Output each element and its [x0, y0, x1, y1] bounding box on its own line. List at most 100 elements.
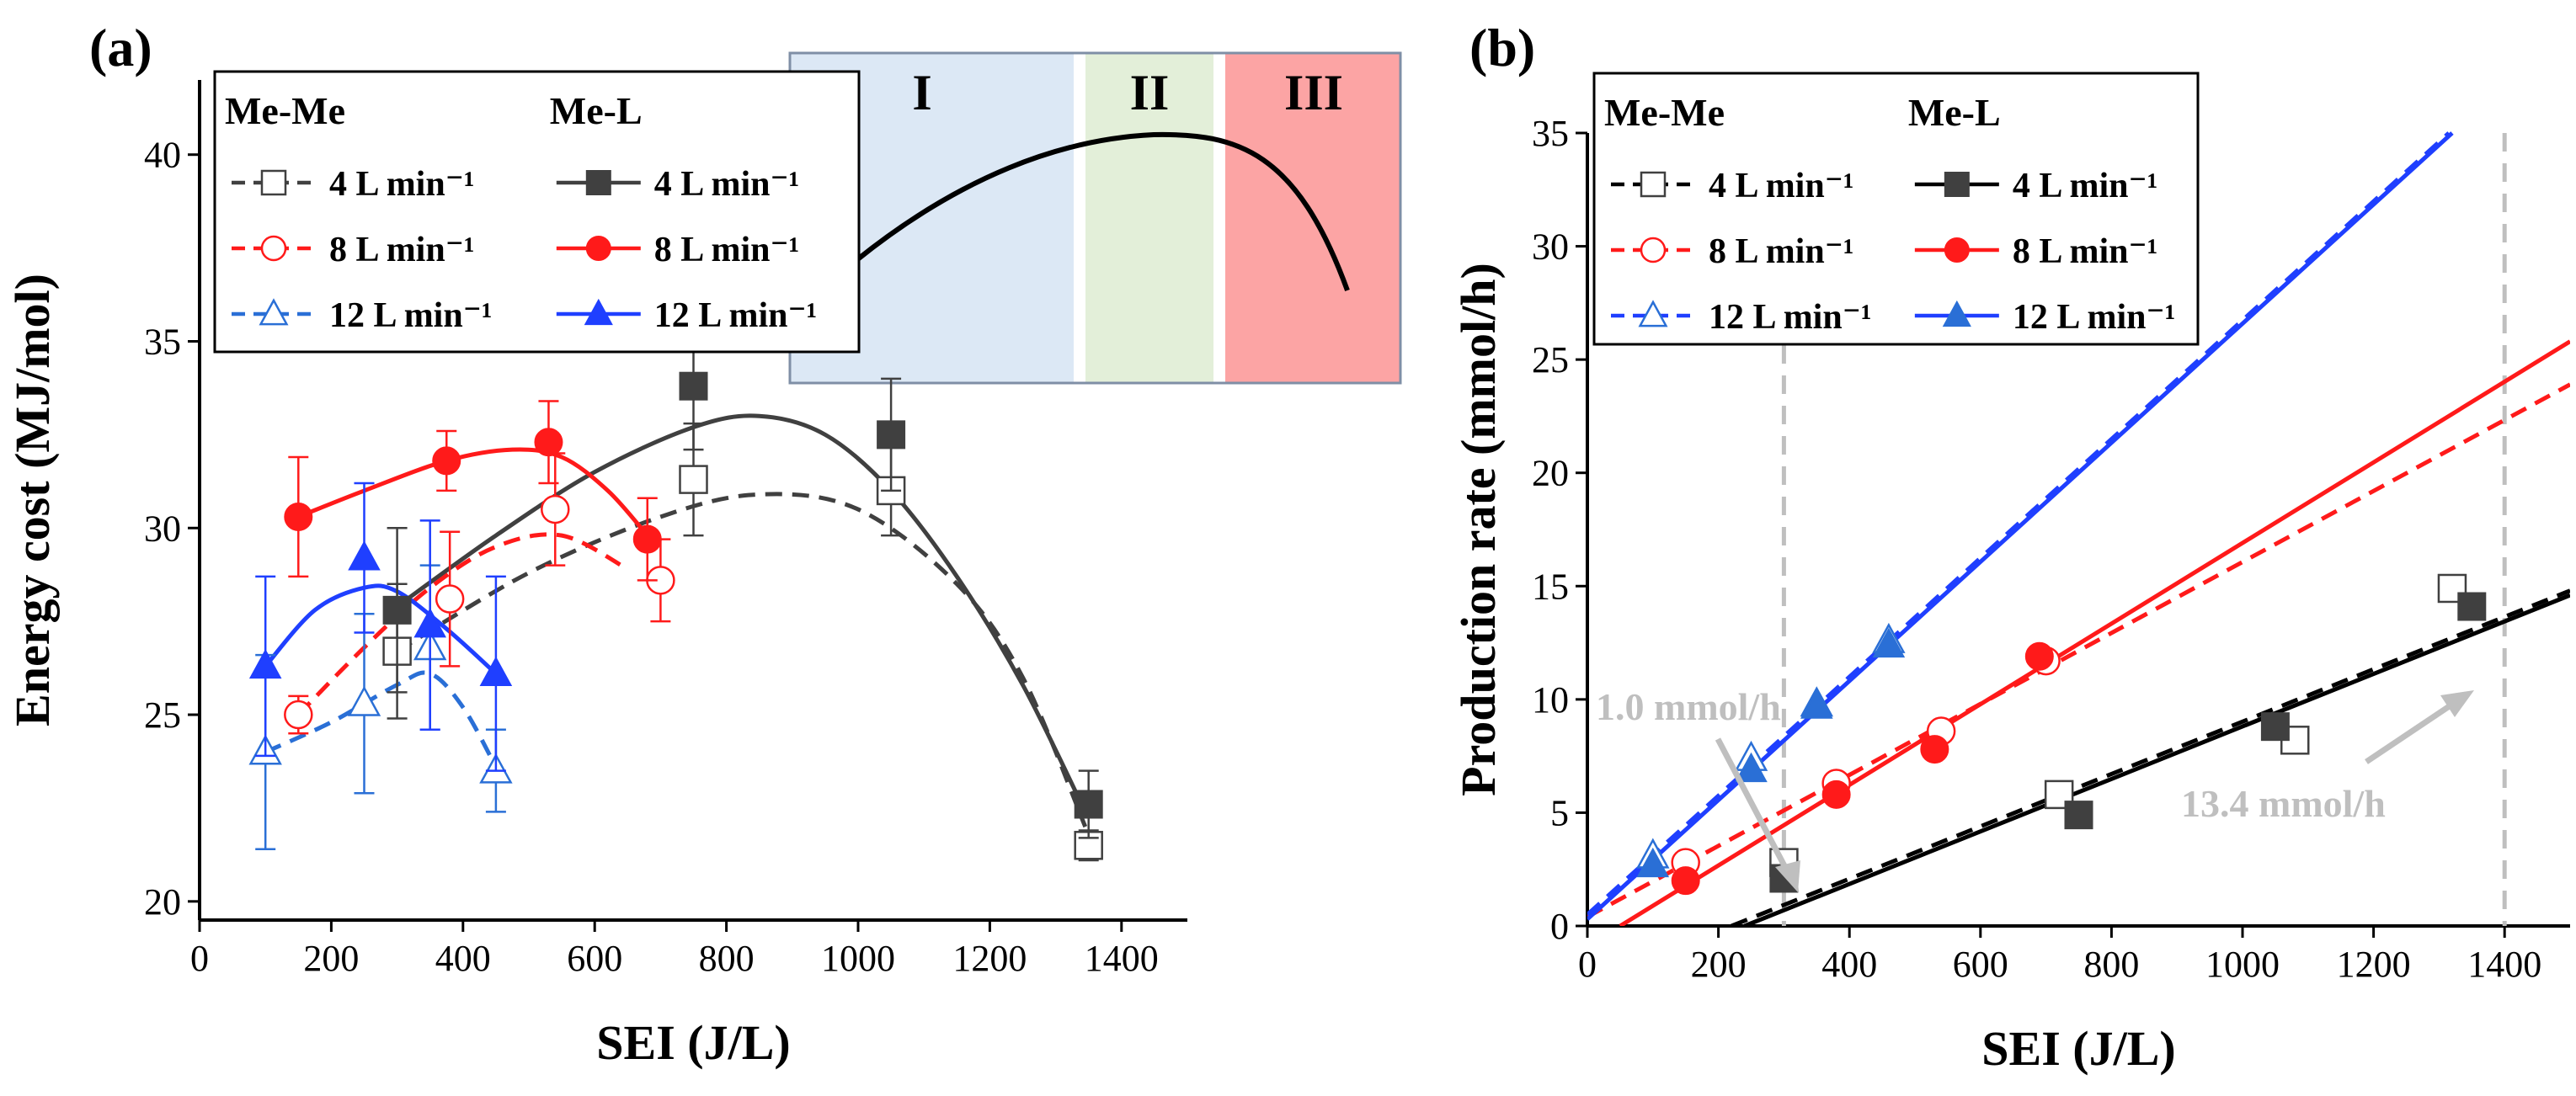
- legend-entry-label: 8 L min⁻¹: [654, 231, 799, 269]
- legend-entry-label: 12 L min⁻¹: [1709, 298, 1871, 337]
- chart-b: 0 200 400 600 800 1000 1200 1400 0 5 10 15 20 25 30 35 S…: [1451, 72, 2570, 1076]
- legend-marker: [1640, 237, 1667, 263]
- inset-label-I: I: [912, 65, 931, 120]
- data-point: [432, 446, 461, 476]
- y-axis-title-a: Energy cost (MJ/mol): [5, 274, 60, 726]
- data-point: [1872, 627, 1906, 658]
- fit-line: [264, 583, 498, 676]
- legend-frame: [213, 70, 861, 354]
- x-tick-label: 200: [303, 938, 359, 979]
- annotation-low-rate: 1.0 mmol/h: [1596, 685, 1781, 728]
- fit-lines: [1587, 131, 2570, 926]
- data-point: [284, 700, 313, 730]
- data-point: [1636, 847, 1670, 878]
- data-point: [1074, 790, 1103, 819]
- y-tick-label: 35: [144, 321, 181, 362]
- legend-entry-label: 12 L min⁻¹: [329, 296, 492, 335]
- x-tick-label: 400: [1821, 944, 1877, 985]
- legend-marker: [1638, 300, 1668, 327]
- chart-a: 0 200 400 600 800 1000 1200 1400 20 25 30 35 40 SEI (…: [5, 70, 1187, 1070]
- legend-marker: [1942, 300, 1971, 327]
- x-tick-label: 1200: [2337, 944, 2411, 985]
- legend-marker: [1944, 237, 1970, 263]
- y-tick-label: 10: [1532, 679, 1569, 721]
- legend-entry-label: 8 L min⁻¹: [2013, 232, 2157, 271]
- legend-entry-label: 12 L min⁻¹: [654, 296, 817, 335]
- legend-b: Me-Me Me-L 4 L min⁻¹ 4 L min⁻¹ 8 L min⁻¹ 8 L …: [1592, 72, 2200, 346]
- legend-marker: [584, 298, 613, 326]
- data-point: [248, 648, 282, 679]
- data-point: [679, 371, 708, 401]
- x-tick-label: 400: [435, 938, 491, 979]
- x-tick-label: 600: [1953, 944, 2008, 985]
- legend-marker: [1944, 172, 1970, 197]
- fit-line: [396, 413, 1088, 813]
- legend-marker: [585, 236, 611, 261]
- x-tick-label: 1200: [952, 938, 1027, 979]
- legend-marker: [1640, 171, 1667, 198]
- y-tick-label: 20: [1532, 453, 1569, 494]
- annotation-arrowhead: [1775, 860, 1800, 892]
- legend-entry-label: 8 L min⁻¹: [329, 231, 474, 269]
- legend-marker: [259, 298, 289, 326]
- data-point: [541, 494, 570, 524]
- legend-entry-label: 4 L min⁻¹: [654, 165, 799, 204]
- x-tick-label: 1000: [2205, 944, 2280, 985]
- data-point: [1920, 735, 1949, 764]
- x-tick-label: 0: [190, 938, 209, 979]
- annotation-arrow: [2365, 703, 2452, 764]
- data-point: [1735, 752, 1768, 783]
- data-point: [348, 540, 381, 571]
- legend-a: Me-Me Me-L 4 L min⁻¹ 4 L min⁻¹ 8 L min⁻¹ 8 L …: [213, 70, 861, 354]
- data-point: [2260, 712, 2290, 742]
- data-point: [435, 584, 465, 614]
- legend-marker: [260, 169, 287, 196]
- inset-region-II: [1085, 53, 1213, 383]
- fit-line: [396, 492, 1088, 828]
- data-point: [534, 428, 563, 457]
- annotation-arrowhead: [2440, 690, 2474, 717]
- y-tick-label: 35: [1532, 113, 1569, 154]
- data-point: [1800, 689, 1833, 719]
- x-tick-label: 1400: [1085, 938, 1159, 979]
- data-point: [2024, 641, 2054, 671]
- legend-entry-label: 8 L min⁻¹: [1709, 232, 1853, 271]
- data-point: [679, 465, 708, 494]
- x-axis-title-b: SEI (J/L): [1981, 1021, 2175, 1076]
- inset-label-II: II: [1130, 65, 1170, 120]
- x-tick-label: 800: [699, 938, 755, 979]
- panel-a-label: (a): [89, 18, 152, 77]
- data-point: [2437, 573, 2467, 604]
- legend-frame: [1592, 72, 2200, 346]
- inset-region-gap-1: [1074, 53, 1085, 383]
- legend-col-title: Me-L: [550, 89, 643, 132]
- data-point: [479, 656, 513, 687]
- fit-line: [264, 670, 499, 769]
- data-point: [284, 502, 313, 531]
- data-point: [877, 420, 906, 450]
- x-tick-label: 600: [567, 938, 622, 979]
- data-point: [1671, 866, 1700, 896]
- data-point: [1821, 779, 1851, 809]
- fit-line: [1743, 593, 2570, 926]
- legend-marker: [585, 170, 611, 195]
- fit-line: [1619, 339, 2570, 926]
- legend-marker: [260, 235, 287, 262]
- x-tick-label: 0: [1578, 944, 1597, 985]
- fit-line: [1587, 382, 2570, 919]
- x-tick-label: 800: [2083, 944, 2139, 985]
- x-tick-label: 1400: [2467, 944, 2541, 985]
- x-tick-label: 1000: [821, 938, 895, 979]
- data-point: [2457, 592, 2487, 621]
- data-point: [632, 524, 662, 554]
- fit-line: [1731, 588, 2570, 926]
- legend-col-title: Me-Me: [225, 89, 345, 132]
- legend-col-title: Me-L: [1908, 91, 2001, 134]
- annotation-arrow: [1715, 737, 1793, 877]
- legend-entry-label: 4 L min⁻¹: [2013, 167, 2157, 205]
- data-point: [2064, 801, 2093, 830]
- y-tick-label: 15: [1532, 566, 1569, 607]
- y-tick-label: 30: [1532, 226, 1569, 268]
- y-tick-label: 0: [1550, 906, 1569, 947]
